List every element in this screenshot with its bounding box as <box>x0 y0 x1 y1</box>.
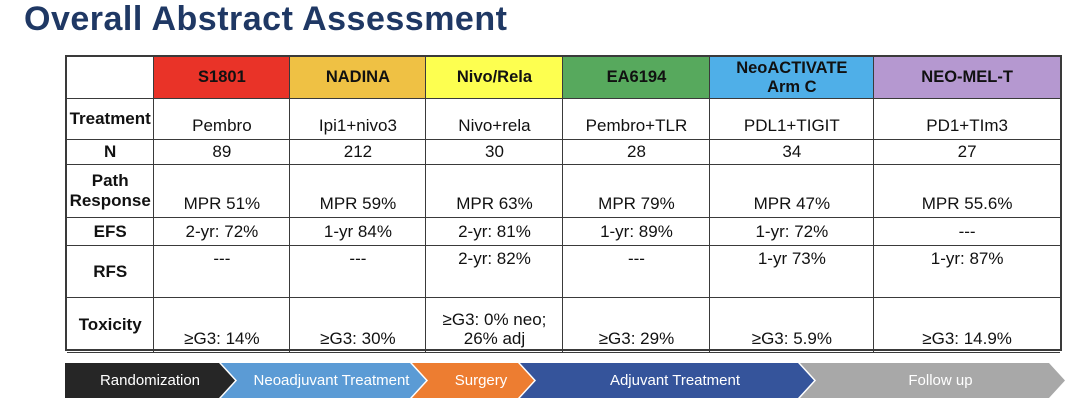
study-timeline: Randomization Neoadjuvant Treatment Surg… <box>65 363 1065 398</box>
table-header-blank <box>67 57 155 99</box>
table-cell: 1-yr 73% <box>710 246 875 298</box>
row-label-n: N <box>67 140 155 165</box>
table-cell: --- <box>154 246 291 298</box>
table-cell: ≥G3: 5.9% <box>710 298 875 353</box>
table-cell: MPR 63% <box>426 165 564 218</box>
table-cell: Pembro+TLR <box>563 99 711 140</box>
table-header-nadina: NADINA <box>290 57 427 99</box>
timeline-step-surgery: Surgery <box>412 363 534 398</box>
table-cell: ≥G3: 0% neo; 26% adj <box>426 298 564 353</box>
table-cell: 27 <box>874 140 1060 165</box>
table-cell: MPR 59% <box>290 165 427 218</box>
page-title: Overall Abstract Assessment <box>24 0 508 38</box>
table-cell: PDL1+TIGIT <box>710 99 875 140</box>
table-header-neo-mel-t: NEO-MEL-T <box>874 57 1060 99</box>
table-cell: --- <box>874 218 1060 246</box>
table-cell: PD1+TIm3 <box>874 99 1060 140</box>
table-cell: 2-yr: 72% <box>154 218 291 246</box>
trials-table: S1801 NADINA Nivo/Rela EA6194 NeoACTIVAT… <box>65 55 1062 353</box>
table-cell: ≥G3: 14% <box>154 298 291 353</box>
table-cell: --- <box>563 246 711 298</box>
table-cell: 1-yr: 87% <box>874 246 1060 298</box>
table-header-s1801: S1801 <box>154 57 291 99</box>
table-cell: 2-yr: 82% <box>426 246 564 298</box>
table-cell: Pembro <box>154 99 291 140</box>
table-cell: MPR 51% <box>154 165 291 218</box>
row-label-treatment: Treatment <box>67 99 155 140</box>
table-cell: 89 <box>154 140 291 165</box>
table-cell: 1-yr: 72% <box>710 218 875 246</box>
table-cell: 30 <box>426 140 564 165</box>
timeline-step-followup: Follow up <box>800 363 1065 398</box>
table-cell: Nivo+rela <box>426 99 564 140</box>
table-cell: 1-yr: 89% <box>563 218 711 246</box>
table-cell: ≥G3: 14.9% <box>874 298 1060 353</box>
table-header-ea6194: EA6194 <box>563 57 711 99</box>
table-cell: MPR 79% <box>563 165 711 218</box>
table-cell: Ipi1+nivo3 <box>290 99 427 140</box>
timeline-step-randomization: Randomization <box>65 363 235 398</box>
row-label-toxicity: Toxicity <box>67 298 155 353</box>
timeline-step-neoadjuvant: Neoadjuvant Treatment <box>221 363 426 398</box>
table-cell: 34 <box>710 140 875 165</box>
table-cell: MPR 47% <box>710 165 875 218</box>
row-label-path-response: Path Response <box>67 165 155 218</box>
table-cell: MPR 55.6% <box>874 165 1060 218</box>
table-header-neoactivate: NeoACTIVATE Arm C <box>710 57 875 99</box>
table-cell: ≥G3: 30% <box>290 298 427 353</box>
table-cell: 28 <box>563 140 711 165</box>
table-cell: 212 <box>290 140 427 165</box>
table-cell: 2-yr: 81% <box>426 218 564 246</box>
row-label-rfs: RFS <box>67 246 155 298</box>
table-cell: --- <box>290 246 427 298</box>
row-label-efs: EFS <box>67 218 155 246</box>
timeline-step-adjuvant: Adjuvant Treatment <box>520 363 814 398</box>
table-cell: 1-yr 84% <box>290 218 427 246</box>
table-header-nivo-rela: Nivo/Rela <box>426 57 564 99</box>
table-cell: ≥G3: 29% <box>563 298 711 353</box>
